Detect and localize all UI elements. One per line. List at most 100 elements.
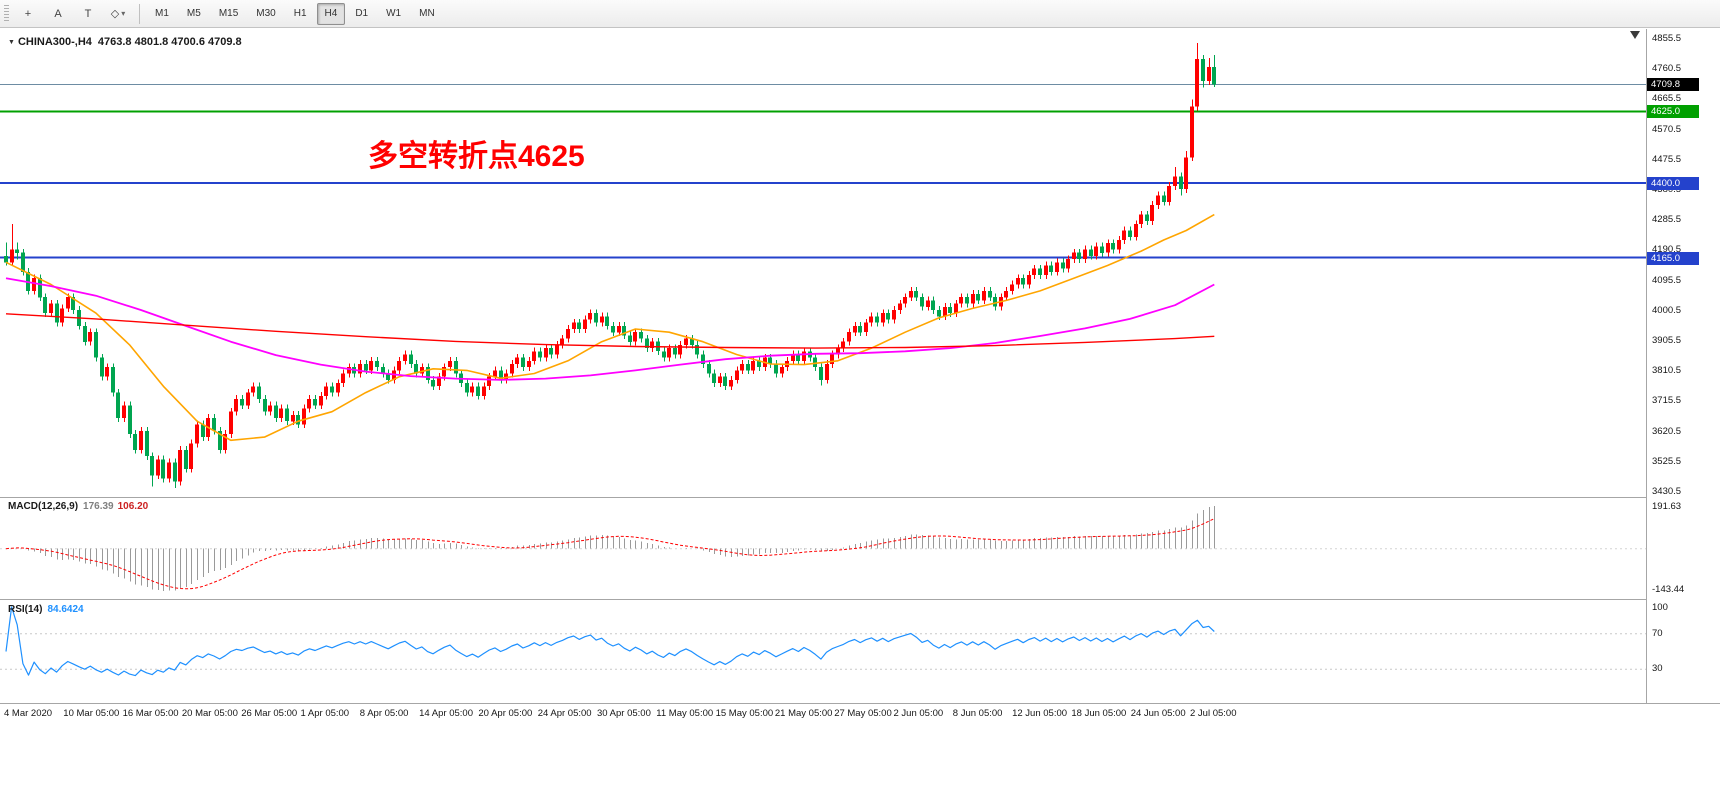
price-axis-tick: 4190.5: [1652, 244, 1682, 256]
timeframe-m5-button[interactable]: M5: [186, 8, 201, 19]
rsi-level-30: 30: [1652, 663, 1663, 674]
candle: [10, 249, 14, 263]
candle: [448, 360, 452, 368]
panel-separator[interactable]: [0, 599, 1720, 600]
candle: [1066, 259, 1070, 269]
rsi-panel-canvas[interactable]: [0, 601, 1646, 702]
timeframe-m1-button[interactable]: M1: [155, 8, 169, 19]
shapes-tool[interactable]: ◇ ▾: [110, 8, 126, 20]
time-axis[interactable]: 4 Mar 2020 10 Mar 05:00 16 Mar 05:00 20 Mar…: [0, 704, 1720, 728]
candle: [246, 392, 250, 406]
candle: [707, 364, 711, 374]
candle: [633, 332, 637, 342]
candle: [111, 367, 115, 393]
time-axis-label: 10 Mar 05:00: [63, 708, 120, 719]
candle: [319, 395, 323, 406]
candle: [296, 414, 300, 425]
timeframe-h4-button[interactable]: H4: [316, 2, 346, 25]
candle: [701, 354, 705, 364]
candle: [330, 386, 334, 393]
candle: [954, 303, 958, 314]
candle: [527, 360, 531, 368]
candle: [369, 360, 373, 371]
annotation-text[interactable]: 多空转折点4625: [368, 140, 585, 173]
candle: [1010, 284, 1014, 291]
price-axis-tick: 3715.5: [1652, 395, 1682, 407]
candle: [673, 348, 677, 355]
candle: [257, 386, 261, 399]
candle: [813, 357, 817, 368]
rsi-line: [5, 606, 1215, 677]
candle: [268, 405, 272, 412]
crosshair-tool[interactable]: +: [24, 7, 32, 20]
price-axis-tick: 4285.5: [1652, 214, 1682, 226]
time-axis-label: 14 Apr 05:00: [419, 708, 473, 719]
candle: [1072, 252, 1076, 260]
candle: [178, 449, 182, 482]
text-box-tool[interactable]: T: [84, 7, 92, 20]
candle: [4, 255, 8, 263]
time-axis-label: 2 Jun 05:00: [893, 708, 944, 719]
timeframe-h1-button[interactable]: H1: [293, 8, 307, 19]
rsi-level-70: 70: [1652, 628, 1663, 639]
macd-panel-canvas[interactable]: [0, 500, 1646, 598]
candle: [324, 386, 328, 396]
toolbar-grip[interactable]: [4, 4, 9, 23]
candle: [420, 367, 424, 374]
time-axis-label: 8 Jun 05:00: [952, 708, 1003, 719]
candle: [1179, 176, 1183, 190]
candle: [819, 367, 823, 380]
time-axis-label: 4 Mar 2020: [4, 708, 53, 719]
candle: [1184, 157, 1188, 190]
candle: [409, 354, 413, 364]
candle: [285, 408, 289, 422]
candle: [341, 373, 345, 383]
candle: [1156, 195, 1160, 205]
candle: [55, 303, 59, 323]
candle: [1128, 230, 1132, 237]
candle: [959, 297, 963, 304]
rsi-title: RSI(14): [8, 604, 43, 615]
candle: [240, 399, 244, 406]
candle: [802, 351, 806, 361]
text-label-tool[interactable]: A: [54, 7, 62, 20]
time-axis-label: 12 Jun 05:00: [1012, 708, 1068, 719]
timeframe-d1-button[interactable]: D1: [355, 8, 369, 19]
candle: [1077, 252, 1081, 260]
symbol-marker-icon: ▼: [8, 39, 15, 46]
candle: [88, 332, 92, 342]
candle: [617, 325, 621, 333]
timeframe-m30-button[interactable]: M30: [256, 8, 276, 19]
price-axis-separator: [1646, 29, 1647, 703]
candle: [544, 348, 548, 358]
price-axis-tick: 3430.5: [1652, 486, 1682, 497]
timeframe-w1-button[interactable]: W1: [386, 8, 402, 19]
candle: [1162, 195, 1166, 202]
time-axis-label: 30 Apr 05:00: [597, 708, 651, 719]
price-axis[interactable]: 4855.54760.54665.54570.54475.54380.54285…: [1647, 29, 1720, 703]
candle: [521, 357, 525, 368]
candle: [791, 354, 795, 361]
macd-scale-top: 191.63: [1652, 501, 1682, 512]
timeframe-m15-button[interactable]: M15: [218, 8, 239, 19]
candle: [588, 313, 592, 320]
panel-separator[interactable]: [0, 497, 1720, 498]
dropdown-caret-icon: ▾: [121, 9, 126, 18]
candle: [858, 325, 862, 333]
timeframe-mn-button[interactable]: MN: [419, 8, 435, 19]
candle: [139, 430, 143, 450]
candle: [499, 370, 503, 380]
candle: [1173, 176, 1177, 186]
candle: [161, 459, 165, 479]
candle: [667, 348, 671, 358]
candle: [1061, 262, 1065, 269]
candle: [336, 383, 340, 393]
candle: [1094, 246, 1098, 256]
candle: [510, 364, 514, 374]
macd-title: MACD(12,26,9): [8, 501, 79, 512]
ohlc-values: 4763.8 4801.8 4700.6 4709.8: [97, 36, 242, 48]
candle: [830, 354, 834, 364]
chart-shift-marker[interactable]: [1630, 31, 1640, 39]
candle: [189, 443, 193, 469]
main-chart-canvas[interactable]: [0, 29, 1646, 497]
